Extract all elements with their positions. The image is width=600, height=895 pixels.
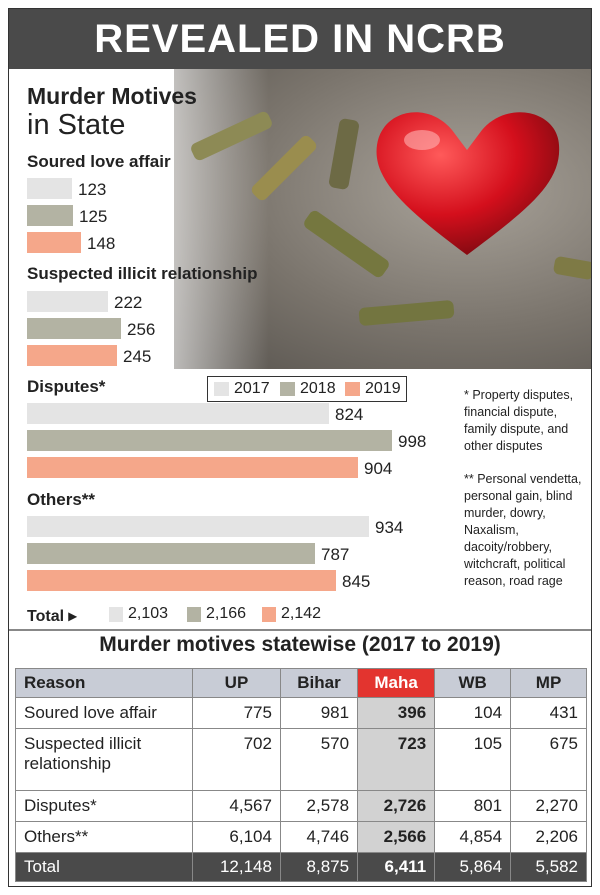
table-row: Soured love affair 775 981 396 104 431 <box>15 697 587 729</box>
bar-value-label: 824 <box>335 405 364 424</box>
bar-value-label: 787 <box>321 545 350 564</box>
total-swatch-2018 <box>187 607 201 622</box>
bar-2017 <box>27 403 329 424</box>
cell-maha: 2,566 <box>357 821 436 853</box>
bar-value-label: 934 <box>375 518 404 537</box>
cell-up: 6,104 <box>192 821 281 853</box>
bar-value-label: 998 <box>398 432 427 451</box>
cell-mp: 2,206 <box>510 821 587 853</box>
total-2018: 2,166 <box>206 605 247 622</box>
cell-maha: 2,726 <box>357 790 436 822</box>
cell-up: 4,567 <box>192 790 281 822</box>
bar-2018 <box>27 543 315 564</box>
cell-up: 12,148 <box>192 852 281 882</box>
table-title: Murder motives statewise (2017 to 2019) <box>99 633 501 656</box>
cell-wb: 4,854 <box>434 821 512 853</box>
cell-wb: 5,864 <box>434 852 512 882</box>
infographic: REVEALED IN NCRB REPORT Murder Motives i… <box>8 8 592 887</box>
heart-icon <box>376 112 560 255</box>
chart-title-line2: in State <box>27 109 126 141</box>
header-up: UP <box>192 668 281 698</box>
bar-2018 <box>27 318 121 339</box>
table-row: Suspected illicit relationship 702 570 7… <box>15 728 587 791</box>
table-row: Others** 6,104 4,746 2,566 4,854 2,206 <box>15 821 587 853</box>
header-bihar: Bihar <box>279 668 359 698</box>
cell-up: 775 <box>192 697 281 729</box>
cell-wb: 105 <box>434 728 512 791</box>
legend-swatch-2019 <box>345 382 360 396</box>
header-reason: Reason <box>15 668 193 698</box>
table-header-row: Reason UP Bihar Maha WB MP <box>15 668 587 698</box>
cell-maha: 396 <box>357 697 436 729</box>
bar-2019 <box>27 457 358 478</box>
cell-reason: Soured love affair <box>15 697 193 729</box>
bar-value-label: 125 <box>79 207 108 226</box>
bar-2017 <box>27 516 369 537</box>
section-divider <box>9 629 591 631</box>
total-label: Total ▸ <box>27 608 77 625</box>
header-mp: MP <box>510 668 587 698</box>
table-total-row: Total 12,148 8,875 6,411 5,864 5,582 <box>15 852 587 882</box>
cell-bihar: 2,578 <box>279 790 359 822</box>
cell-wb: 801 <box>434 790 512 822</box>
chart-title-line1: Murder Motives <box>27 83 197 109</box>
cell-bihar: 4,746 <box>279 821 359 853</box>
category-label: Disputes* <box>27 377 106 396</box>
note-others: ** Personal vendetta, personal gain, bli… <box>464 472 582 588</box>
cell-mp: 2,270 <box>510 790 587 822</box>
banner: REVEALED IN NCRB REPORT <box>9 9 591 121</box>
cell-wb: 104 <box>434 697 512 729</box>
bar-value-label: 256 <box>127 320 156 339</box>
cell-reason: Total <box>15 852 193 882</box>
total-swatch-2017 <box>109 607 123 622</box>
legend-label-2017: 2017 <box>234 380 270 397</box>
note-disputes: * Property disputes, financial dispute, … <box>464 388 574 453</box>
statewise-table: Reason UP Bihar Maha WB MP Soured love a… <box>15 668 587 882</box>
cell-mp: 431 <box>510 697 587 729</box>
cell-up: 702 <box>192 728 281 791</box>
bar-2018 <box>27 205 73 226</box>
bar-value-label: 904 <box>364 459 393 478</box>
bar-2019 <box>27 570 336 591</box>
legend-label-2018: 2018 <box>300 380 336 397</box>
banner-title: REVEALED IN NCRB REPORT <box>94 17 506 121</box>
category-label: Others** <box>27 490 96 509</box>
bar-value-label: 148 <box>87 234 116 253</box>
legend: 2017 2018 2019 <box>207 376 407 402</box>
bar-2017 <box>27 178 72 199</box>
cell-reason: Disputes* <box>15 790 193 822</box>
total-swatch-2019 <box>262 607 276 622</box>
bar-2018 <box>27 430 392 451</box>
header-wb: WB <box>434 668 512 698</box>
table-row: Disputes* 4,567 2,578 2,726 801 2,270 <box>15 790 587 822</box>
bar-value-label: 245 <box>123 347 152 366</box>
bar-value-label: 123 <box>78 180 107 199</box>
category-label: Soured love affair <box>27 152 171 171</box>
total-2017: 2,103 <box>128 605 169 622</box>
cell-mp: 5,582 <box>510 852 587 882</box>
bar-2019 <box>27 232 81 253</box>
legend-swatch-2017 <box>214 382 229 396</box>
legend-label-2019: 2019 <box>365 380 401 397</box>
bar-2017 <box>27 291 108 312</box>
bar-value-label: 845 <box>342 572 371 591</box>
total-2019: 2,142 <box>281 605 322 622</box>
cell-reason: Others** <box>15 821 193 853</box>
category-label: Suspected illicit relationship <box>27 264 258 283</box>
cell-maha: 723 <box>357 728 436 791</box>
cell-bihar: 570 <box>279 728 359 791</box>
cell-bihar: 8,875 <box>279 852 359 882</box>
bar-2019 <box>27 345 117 366</box>
bar-value-label: 222 <box>114 293 143 312</box>
legend-swatch-2018 <box>280 382 295 396</box>
cell-bihar: 981 <box>279 697 359 729</box>
cell-reason: Suspected illicit relationship <box>15 728 193 791</box>
header-maha: Maha <box>357 668 436 698</box>
cell-mp: 675 <box>510 728 587 791</box>
cell-maha: 6,411 <box>357 852 436 882</box>
